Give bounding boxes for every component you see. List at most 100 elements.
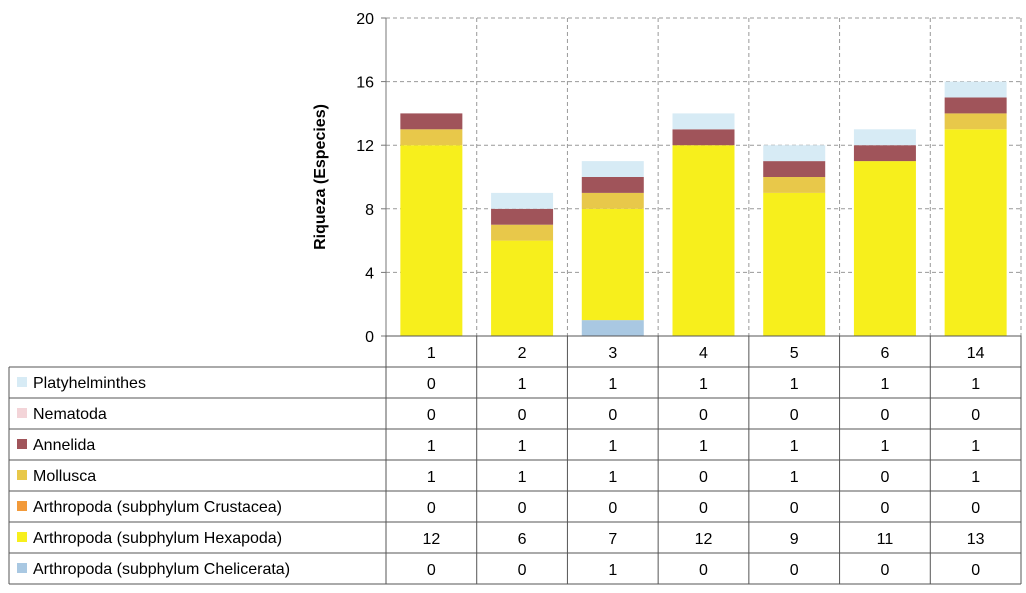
data-label: 0 — [518, 500, 527, 517]
y-tick-label: 0 — [365, 329, 374, 346]
bar-segment — [400, 113, 463, 130]
bar-segment — [944, 129, 1007, 336]
category-label: 3 — [608, 345, 617, 362]
data-label: 12 — [695, 531, 713, 548]
category-label: 14 — [967, 345, 985, 362]
table-row: Arthropoda (subphylum Chelicerata) 0 0 1 0 0 0… — [17, 561, 980, 579]
data-label: 1 — [608, 376, 617, 393]
bar-segment — [853, 145, 916, 162]
series-name: Annelida — [33, 437, 95, 454]
bar-segment — [581, 192, 644, 209]
bar-segment — [763, 145, 826, 162]
data-label: 7 — [608, 531, 617, 548]
series-name: Platyhelminthes — [33, 375, 146, 392]
bar-segment — [581, 177, 644, 193]
data-label: 0 — [880, 500, 889, 517]
bar-segment — [491, 192, 554, 209]
table-row: Platyhelminthes 0 1 1 1 1 1 1 — [17, 375, 980, 393]
series-name: Mollusca — [33, 468, 96, 485]
table-row: Annelida 1 1 1 1 1 1 1 — [17, 437, 980, 455]
data-label: 1 — [971, 376, 980, 393]
bar-segment — [853, 161, 916, 336]
data-label: 0 — [427, 407, 436, 424]
legend-swatch — [17, 439, 27, 449]
data-label: 1 — [699, 438, 708, 455]
bar-segment — [491, 208, 554, 225]
legend-swatch — [17, 563, 27, 573]
y-tick-label: 12 — [356, 138, 374, 155]
data-label: 1 — [427, 438, 436, 455]
data-label: 1 — [880, 438, 889, 455]
data-label: 0 — [971, 562, 980, 579]
bar-segment — [400, 129, 463, 146]
y-axis: 0 4 8 12 16 20 — [356, 11, 387, 346]
bar-segment — [672, 129, 735, 146]
data-label: 1 — [790, 469, 799, 486]
data-label: 1 — [608, 438, 617, 455]
data-label: 13 — [967, 531, 985, 548]
bar-segment — [763, 192, 826, 336]
table-row: Arthropoda (subphylum Hexapoda) 12 6 7 12 9 11… — [17, 530, 985, 548]
data-label: 0 — [699, 407, 708, 424]
y-tick-label: 20 — [356, 11, 374, 28]
data-label: 1 — [427, 469, 436, 486]
y-tick-label: 4 — [365, 265, 374, 282]
bar-segment — [672, 145, 735, 336]
data-label: 0 — [608, 407, 617, 424]
data-label: 0 — [427, 376, 436, 393]
bar-segment — [400, 145, 463, 336]
data-label: 0 — [518, 407, 527, 424]
data-label: 1 — [518, 376, 527, 393]
bar-segment — [763, 161, 826, 177]
legend-swatch — [17, 532, 27, 542]
table-row: Nematoda 0 0 0 0 0 0 0 — [17, 406, 980, 424]
data-label: 1 — [880, 376, 889, 393]
y-axis-label: Riqueza (Especies) — [312, 104, 329, 250]
data-label: 0 — [790, 500, 799, 517]
category-label: 1 — [427, 345, 436, 362]
category-label: 2 — [518, 345, 527, 362]
legend-swatch — [17, 377, 27, 387]
y-tick-label: 8 — [365, 202, 374, 219]
bar-segment — [491, 224, 554, 241]
data-label: 1 — [608, 562, 617, 579]
data-label: 0 — [790, 562, 799, 579]
legend-swatch — [17, 408, 27, 418]
data-label: 0 — [971, 500, 980, 517]
series-name: Nematoda — [33, 406, 107, 423]
bar-segment — [853, 129, 916, 146]
data-label: 9 — [790, 531, 799, 548]
table-row: Arthropoda (subphylum Crustacea) 0 0 0 0 0 0 0 — [17, 499, 980, 517]
bar-segment — [581, 320, 644, 336]
category-label: 6 — [880, 345, 889, 362]
data-label: 0 — [699, 562, 708, 579]
data-label: 12 — [422, 531, 440, 548]
data-label: 0 — [518, 562, 527, 579]
bar-segment — [672, 113, 735, 130]
category-label: 5 — [790, 345, 799, 362]
bar-segment — [581, 161, 644, 177]
series-name: Arthropoda (subphylum Crustacea) — [33, 499, 282, 516]
data-label: 0 — [427, 500, 436, 517]
data-label: 1 — [971, 438, 980, 455]
legend-swatch — [17, 470, 27, 480]
bar-segment — [763, 177, 826, 193]
data-label: 0 — [880, 469, 889, 486]
bar-segment — [491, 240, 554, 336]
data-label: 0 — [699, 500, 708, 517]
table-row: Mollusca 1 1 1 0 1 0 1 — [17, 468, 980, 486]
data-label: 1 — [699, 376, 708, 393]
bar-segment — [944, 113, 1007, 130]
bar-segment — [944, 81, 1007, 98]
data-label: 1 — [518, 438, 527, 455]
data-label: 0 — [880, 562, 889, 579]
category-label: 4 — [699, 345, 708, 362]
data-label: 1 — [971, 469, 980, 486]
data-label: 11 — [877, 531, 894, 548]
bar-segment — [944, 97, 1007, 114]
series-name: Arthropoda (subphylum Chelicerata) — [33, 561, 290, 578]
bars-layer — [400, 81, 1007, 336]
legend-swatch — [17, 501, 27, 511]
